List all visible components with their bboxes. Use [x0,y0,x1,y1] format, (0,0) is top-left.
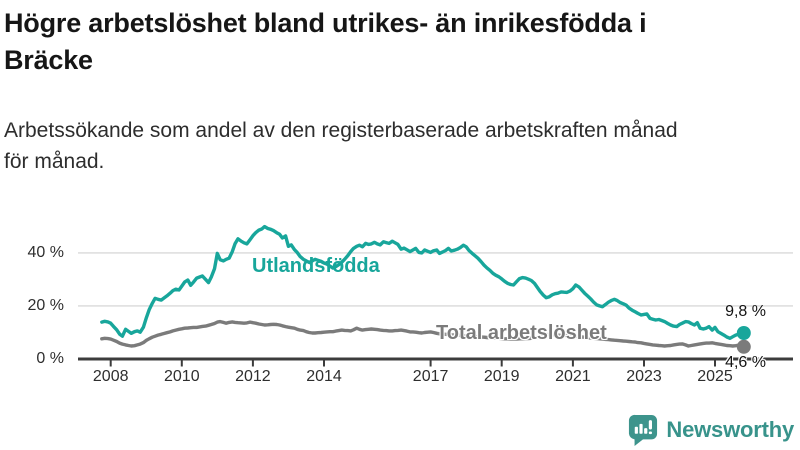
page-subtitle: Arbetssökande som andel av den registerb… [4,115,796,177]
end-value-label-total-arbetsloshet: 4,6 % [725,354,766,371]
newsworthy-wordmark: Newsworthy [666,417,794,442]
x-axis-tick-label: 2012 [235,368,271,385]
y-axis-tick-label: 20 % [27,296,64,314]
series-label-utlandsfodda: Utlandsfödda [252,255,380,277]
x-axis-tick-label: 2008 [92,368,129,385]
y-axis-tick-label: 0 % [36,350,64,367]
series-end-dot [736,339,751,354]
x-axis-tick-label: 2021 [555,368,591,385]
x-axis-tick-label: 2025 [697,368,733,385]
page-title: Högre arbetslöshet bland utrikes- än inr… [4,5,796,79]
page-title-line1: Högre arbetslöshet bland utrikes- än inr… [4,8,647,38]
x-axis-tick-label: 2019 [483,368,520,385]
x-axis-tick-label: 2010 [164,368,200,385]
series-end-dot [736,326,751,340]
series-line [100,224,746,340]
bar-chart-speech-bubble-icon [629,414,658,446]
series-line [100,319,746,349]
page-title-line2: Bräcke [4,45,93,75]
series-label-total-arbetsloshet: Total arbetslöshet [436,322,607,344]
x-axis-tick-label: 2014 [306,368,342,385]
x-axis-tick-label: 2017 [412,368,449,385]
page-subtitle-line1: Arbetssökande som andel av den registerb… [4,119,678,142]
page-subtitle-line2: för månad. [4,150,105,173]
y-axis-tick-label: 40 % [27,243,64,261]
newsworthy-logo[interactable]: Newsworthy [628,414,794,446]
end-value-label-utlandsfodda: 9,8 % [725,303,766,320]
x-axis-tick-label: 2023 [626,368,662,385]
